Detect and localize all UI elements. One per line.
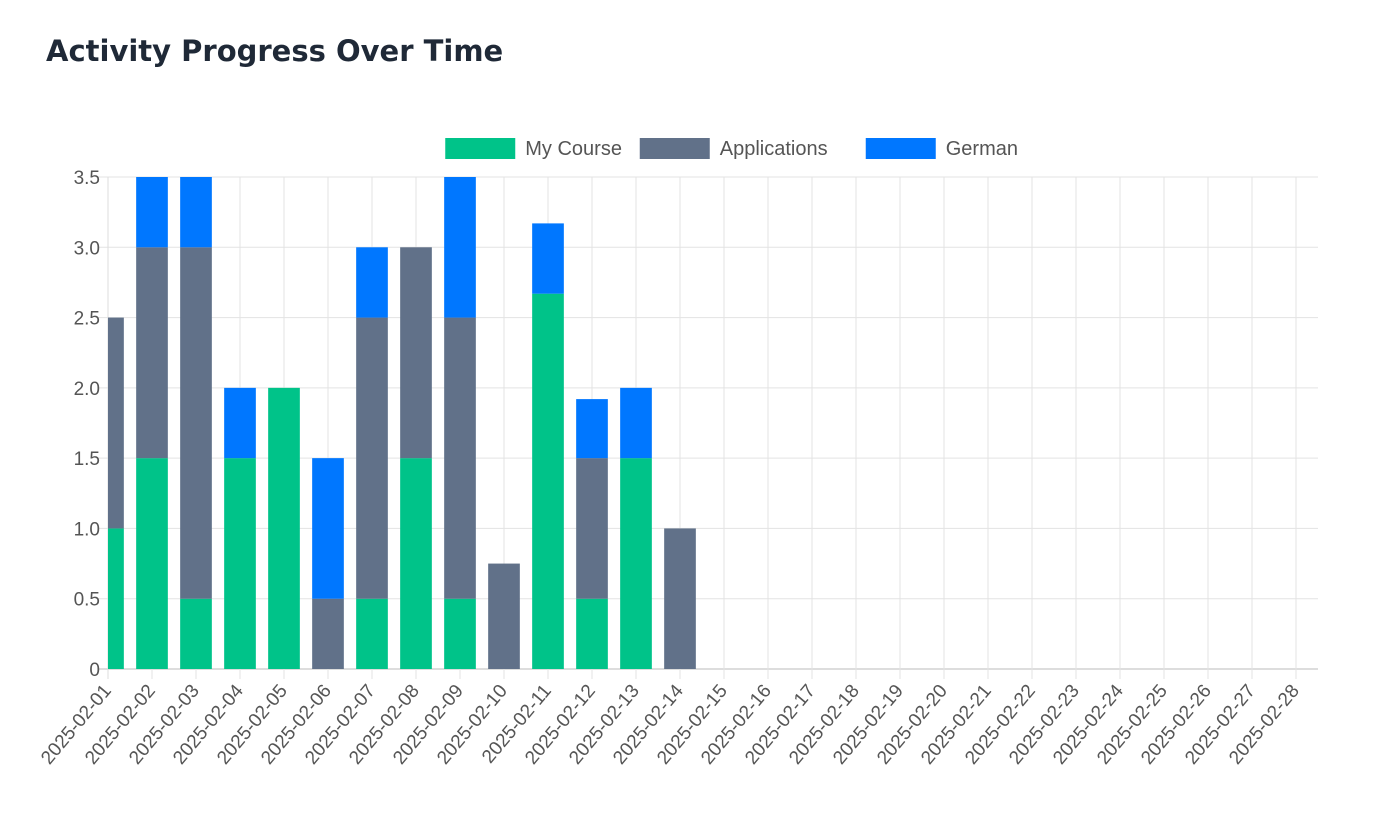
- bar-applications: [108, 317, 124, 529]
- y-tick-label: 0.5: [74, 590, 100, 611]
- bar-german: [312, 458, 344, 599]
- bar-german: [180, 177, 212, 248]
- y-tick-label: 3.5: [74, 168, 100, 189]
- page-title: Activity Progress Over Time: [46, 34, 504, 68]
- bar-german: [356, 247, 388, 318]
- y-tick-label: 1.5: [74, 449, 100, 470]
- bar-applications: [444, 317, 476, 599]
- legend-label: My Course: [525, 138, 622, 160]
- legend-item: Applications: [639, 138, 828, 160]
- bar-german: [576, 399, 608, 459]
- legend-swatch: [639, 138, 710, 159]
- bar-my-course: [108, 528, 124, 669]
- bar-applications: [136, 247, 168, 459]
- bar-my-course: [136, 458, 168, 669]
- bar-german: [136, 177, 168, 248]
- bar-my-course: [224, 458, 256, 669]
- bar-applications: [312, 598, 344, 669]
- bar-german: [532, 223, 564, 294]
- bar-applications: [400, 247, 432, 459]
- bar-german: [620, 387, 652, 459]
- bar-my-course: [576, 598, 608, 669]
- bar-german: [444, 177, 476, 318]
- bar-applications: [356, 317, 388, 599]
- y-tick-label: 2.5: [74, 309, 100, 330]
- legend: My Course Applications German: [445, 138, 1018, 160]
- legend-item: German: [865, 138, 1018, 160]
- legend-swatch: [865, 138, 936, 159]
- y-tick-label: 3.0: [74, 238, 100, 259]
- y-tick-label: 2.0: [74, 379, 100, 400]
- bar-applications: [576, 458, 608, 599]
- bar-applications: [488, 563, 520, 669]
- bar-my-course: [620, 458, 652, 669]
- legend-swatch: [445, 138, 516, 159]
- bar-my-course: [444, 598, 476, 669]
- bar-applications: [180, 247, 212, 599]
- bar-my-course: [532, 293, 564, 669]
- y-tick-label: 0: [89, 660, 100, 681]
- bar-my-course: [180, 598, 212, 669]
- bar-german: [224, 387, 256, 459]
- bar-applications: [664, 528, 696, 669]
- bar-my-course: [400, 458, 432, 669]
- bar-my-course: [356, 598, 388, 669]
- bar-my-course: [268, 387, 300, 669]
- legend-label: German: [946, 138, 1018, 160]
- y-tick-label: 1.0: [74, 519, 100, 540]
- bars: [108, 177, 696, 669]
- legend-item: My Course: [445, 138, 622, 160]
- legend-label: Applications: [720, 138, 828, 160]
